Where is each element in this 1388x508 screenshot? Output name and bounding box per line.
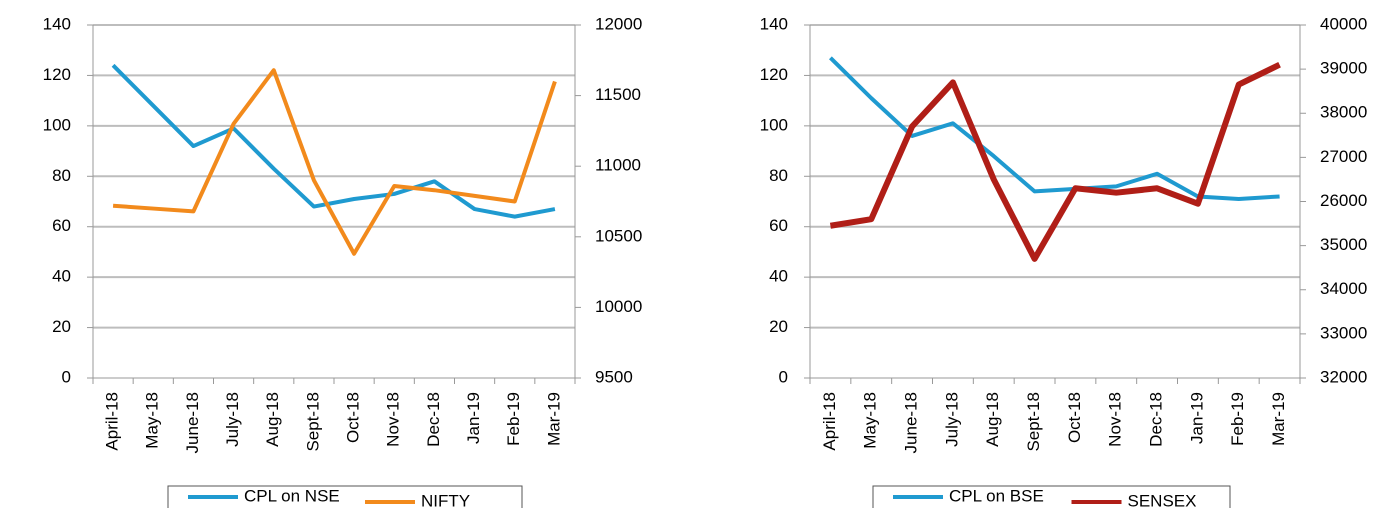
x-tick-label: Jan-19	[1187, 392, 1206, 444]
y2-tick-label: 34000	[1320, 279, 1367, 298]
y-tick-label: 100	[43, 115, 71, 134]
x-tick-label: Feb-19	[1228, 392, 1247, 446]
y-tick-label: 100	[760, 115, 788, 134]
y2-tick-label: 11500	[595, 85, 641, 104]
x-tick-label: Nov-18	[384, 392, 403, 447]
x-tick-label: Mar-19	[544, 392, 563, 446]
x-tick-label: May-18	[143, 392, 162, 449]
x-tick-label: July-18	[942, 392, 961, 447]
series-line	[111, 63, 556, 219]
y2-tick-label: 10000	[595, 297, 642, 316]
y2-tick-label: 32000	[1320, 367, 1367, 386]
x-tick-label: Dec-18	[424, 392, 443, 447]
y2-tick-label: 39000	[1320, 59, 1367, 78]
x-tick-label: April-18	[820, 392, 839, 451]
x-tick-label: Dec-18	[1147, 392, 1166, 447]
y2-tick-label: 12000	[595, 14, 642, 33]
series-line	[829, 56, 1280, 201]
y2-tick-label: 11000	[595, 156, 641, 175]
series-line	[829, 62, 1281, 262]
x-tick-label: June-18	[183, 392, 202, 453]
y-tick-label: 80	[769, 166, 788, 185]
y-tick-label: 60	[52, 216, 71, 235]
x-tick-label: June-18	[902, 392, 921, 453]
x-tick-label: Aug-18	[263, 392, 282, 447]
y2-tick-label: 9500	[595, 367, 633, 386]
x-tick-label: Sept-18	[1024, 392, 1043, 452]
legend-box	[872, 485, 1231, 508]
x-tick-label: Sept-18	[303, 392, 322, 452]
y2-tick-label: 26000	[1320, 191, 1367, 210]
legend-label: NIFTY	[421, 491, 470, 508]
legend-label: SENSEX	[1128, 491, 1197, 508]
y-tick-label: 120	[760, 65, 788, 84]
y2-tick-label: 10500	[595, 226, 642, 245]
y-tick-label: 80	[52, 166, 71, 185]
y2-tick-label: 35000	[1320, 235, 1367, 254]
chart: 0 20 40 60 80 100 120 140 9500 10000 10500 11000 115…	[43, 14, 642, 508]
y2-tick-label: 27000	[1320, 147, 1367, 166]
chart: 0 20 40 60 80 100 120 140 32000 33000 34000 35000 26…	[760, 14, 1367, 508]
x-tick-label: April-18	[103, 392, 122, 451]
x-tick-label: Oct-18	[1065, 392, 1084, 443]
y-tick-label: 140	[43, 14, 71, 33]
y-tick-label: 60	[769, 216, 788, 235]
x-tick-label: Nov-18	[1106, 392, 1125, 447]
x-tick-label: May-18	[861, 392, 880, 449]
y-tick-label: 140	[760, 14, 788, 33]
y2-tick-label: 38000	[1320, 103, 1367, 122]
x-tick-label: Jan-19	[464, 392, 483, 444]
legend-box	[167, 485, 523, 508]
x-tick-label: Aug-18	[983, 392, 1002, 447]
y-tick-label: 0	[779, 367, 788, 386]
y-tick-label: 20	[52, 317, 71, 336]
y-tick-label: 0	[62, 367, 71, 386]
x-tick-label: July-18	[223, 392, 242, 447]
y-tick-label: 120	[43, 65, 71, 84]
x-tick-label: Feb-19	[504, 392, 523, 446]
y2-tick-label: 33000	[1320, 323, 1367, 342]
legend-label: CPL on NSE	[244, 486, 340, 505]
y-tick-label: 40	[769, 267, 788, 286]
x-tick-label: Oct-18	[344, 392, 363, 443]
y2-tick-label: 40000	[1320, 14, 1367, 33]
y-tick-label: 20	[769, 317, 788, 336]
x-tick-label: Mar-19	[1269, 392, 1288, 446]
y-tick-label: 40	[52, 267, 71, 286]
series-line	[112, 68, 557, 256]
legend-label: CPL on BSE	[949, 486, 1044, 505]
